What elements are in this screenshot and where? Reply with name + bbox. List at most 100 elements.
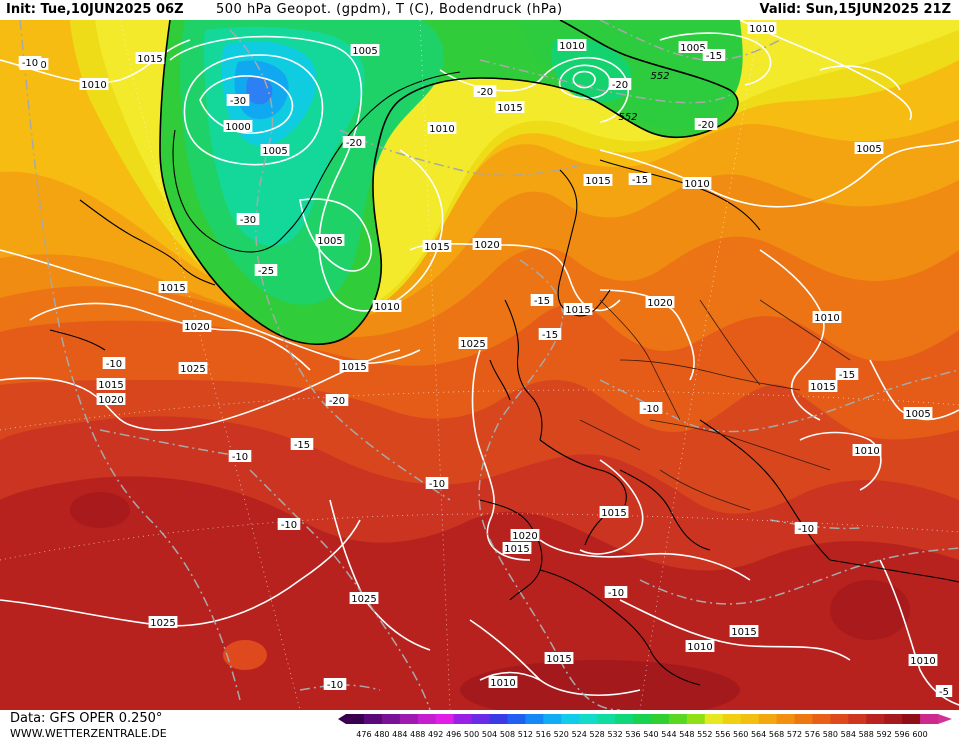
scale-tick-label: 504 [482, 730, 497, 739]
scale-tick-label: 484 [392, 730, 407, 739]
pressure-label-text: 1015 [160, 283, 185, 294]
temperature-label-text: -10 [798, 524, 814, 535]
scale-tick-label: 564 [751, 730, 766, 739]
scale-swatch [740, 714, 760, 724]
country-borders [579, 299, 851, 511]
scale-swatch [848, 714, 867, 724]
pressure-label: 1025 [349, 592, 379, 605]
geopotential-label-text: 552 [618, 112, 637, 123]
temperature-label: -25 [254, 264, 278, 277]
scale-tick-label: 476 [356, 730, 371, 739]
temperature-label-text: -10 [643, 404, 659, 415]
temperature-label-text: -10 [281, 520, 297, 531]
valid-time-label: Valid: Sun,15JUN2025 21Z [759, 2, 951, 17]
scale-swatch [579, 714, 598, 724]
pressure-label: 1015 [158, 281, 188, 294]
pressure-label-text: 1005 [262, 146, 287, 157]
pressure-label: 1010 [372, 300, 402, 313]
scale-swatch [453, 714, 473, 724]
pressure-label-text: 1010 [429, 124, 454, 135]
warm-cell-w [70, 492, 130, 528]
scale-swatch [417, 714, 437, 724]
pressure-label: 1005 [260, 144, 290, 157]
temperature-label: -10 [102, 357, 126, 370]
geopotential-label: 552 [618, 112, 637, 123]
pressure-label-text: 1015 [341, 362, 366, 373]
pressure-label-text: 1010 [814, 313, 839, 324]
pressure-label: 1005 [903, 407, 933, 420]
pressure-label: 1025 [458, 337, 488, 350]
temperature-label-text: -25 [258, 266, 274, 277]
scale-swatch [704, 714, 724, 724]
pressure-label-text: 1005 [317, 236, 342, 247]
pressure-label-text: 1015 [731, 627, 756, 638]
scale-swatch [866, 714, 885, 724]
temperature-label: -10 [639, 402, 663, 415]
pressure-label: 1005 [678, 41, 708, 54]
pressure-label-text: 1005 [856, 144, 881, 155]
pressure-label: 1015 [339, 360, 369, 373]
scale-min-arrow [338, 714, 346, 724]
scale-tick-label: 544 [661, 730, 676, 739]
scale-swatch [722, 714, 742, 724]
pressure-label-text: 1015 [98, 380, 123, 391]
pressure-label: 1005 [854, 142, 884, 155]
temperature-label: -5 [935, 685, 953, 698]
temperature-label-text: -15 [294, 440, 310, 451]
temperature-label: -20 [342, 136, 366, 149]
scale-tick-label: 600 [912, 730, 927, 739]
warm-cell-sw [223, 640, 267, 670]
pressure-label: 1015 [495, 101, 525, 114]
temperature-label: -30 [226, 94, 250, 107]
pressure-label-text: 1005 [905, 409, 930, 420]
temperature-label-text: -15 [534, 296, 550, 307]
temperature-label-text: -15 [839, 370, 855, 381]
pressure-label: 1020 [472, 238, 502, 251]
scale-tick-label: 500 [464, 730, 479, 739]
pressure-label: 1020 [645, 296, 675, 309]
pressure-label-text: 1000 [225, 122, 250, 133]
color-scale-legend: 476 480 484 488 492 496 500 504 508 512 516 520 524 5… [338, 714, 952, 739]
scale-swatch [668, 714, 688, 724]
pressure-label-text: 1010 [854, 446, 879, 457]
weather-map[interactable]: 1010 1015 1010 1005 1000 1005 1010 1005 1010 1015… [0, 20, 959, 710]
temperature-label: -10 [323, 678, 347, 691]
geopotential-label-layer: 552 552 [618, 71, 669, 123]
pressure-label: 1015 [96, 378, 126, 391]
scale-tick-label: 512 [518, 730, 533, 739]
warm-cell-e [830, 580, 910, 640]
pressure-label-text: 1015 [424, 242, 449, 253]
pressure-label-text: 1015 [810, 382, 835, 393]
pressure-label-text: 1015 [601, 508, 626, 519]
pressure-label: 1020 [182, 320, 212, 333]
scale-tick-label: 508 [500, 730, 515, 739]
scale-tick-label: 520 [554, 730, 569, 739]
pressure-label: 1015 [808, 380, 838, 393]
geopotential-label: 552 [650, 71, 669, 82]
pressure-label: 1015 [599, 506, 629, 519]
temperature-label: -20 [473, 85, 497, 98]
scale-swatch [686, 714, 706, 724]
temperature-label-text: -15 [706, 51, 722, 62]
pressure-label-text: 1010 [684, 179, 709, 190]
temperature-label: -20 [325, 394, 349, 407]
pressure-label-text: 1015 [137, 54, 162, 65]
temperature-label-text: -10 [22, 58, 38, 69]
pressure-label: 1015 [729, 625, 759, 638]
temperature-label-text: -20 [329, 396, 345, 407]
pressure-label-text: 1010 [749, 24, 774, 35]
pressure-label-text: 1020 [98, 395, 123, 406]
scale-swatch [471, 714, 491, 724]
pressure-label-text: 1010 [374, 302, 399, 313]
scale-swatch [615, 714, 634, 724]
temperature-label-text: -5 [939, 687, 949, 698]
pressure-label: 1010 [852, 444, 882, 457]
pressure-label-text: 1020 [474, 240, 499, 251]
temperature-label-text: -10 [429, 479, 445, 490]
temperature-label-text: -10 [232, 452, 248, 463]
scale-swatch [650, 714, 670, 724]
pressure-label-text: 1010 [687, 642, 712, 653]
scale-swatch [902, 714, 921, 724]
data-source-label: Data: GFS OPER 0.250° [10, 711, 163, 726]
scale-tick-label: 556 [715, 730, 730, 739]
